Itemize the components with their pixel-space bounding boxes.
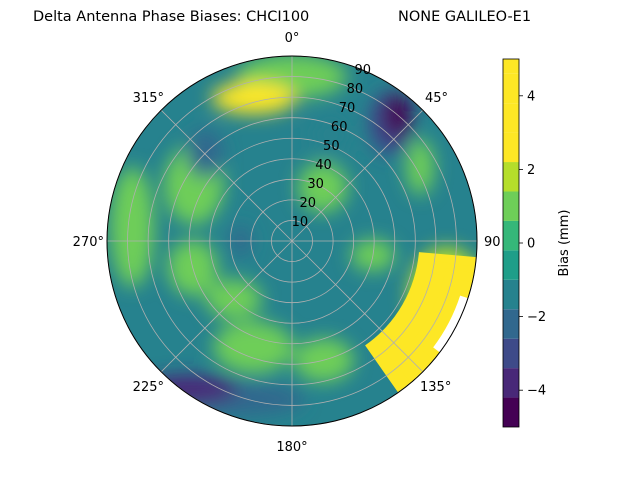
grid-spoke xyxy=(160,109,293,242)
contour-blob xyxy=(406,139,435,195)
colorbar-segment xyxy=(503,73,519,104)
contour-blob xyxy=(211,82,296,115)
polar-tick-labels: 0° 45° 90 135° 180° 225° 270° 315° 10 20 30 40 50 60 7… xyxy=(73,31,501,455)
colorbar-segment xyxy=(503,279,519,310)
colorbar-segment xyxy=(503,338,519,369)
contour-blob xyxy=(310,114,351,155)
r-tick-label: 50 xyxy=(323,139,340,154)
r-tick-label: 90 xyxy=(355,63,372,78)
contour-blob xyxy=(213,321,294,374)
theta-tick-label: 180° xyxy=(276,440,307,455)
colorbar-segment xyxy=(503,220,519,251)
theta-tick-label: 45° xyxy=(425,91,448,106)
chart-title-left: Delta Antenna Phase Biases: CHCI100 xyxy=(33,9,310,25)
grid-spoke xyxy=(291,109,424,242)
colorbar-segment xyxy=(503,191,519,221)
r-tick-label: 40 xyxy=(315,158,332,173)
polar-frame xyxy=(106,55,478,427)
theta-tick-label: 90 xyxy=(484,235,501,250)
colorbar-segment xyxy=(503,162,519,192)
r-tick-label: 60 xyxy=(331,120,348,135)
colorbar-segment xyxy=(503,309,519,339)
contour-blob xyxy=(110,167,155,288)
colorbar-label: Bias (mm) xyxy=(557,210,572,277)
colorbar-tick-label: 0 xyxy=(527,237,535,252)
r-tick-label: 20 xyxy=(299,196,316,211)
colorbar-segment xyxy=(503,103,519,133)
colorbar-tick-label: −4 xyxy=(527,384,546,399)
r-tick-label: 70 xyxy=(339,101,356,116)
colorbar-segment xyxy=(503,368,519,398)
colorbar-tick-label: −2 xyxy=(527,310,546,325)
colorbar-segment xyxy=(503,59,519,74)
colorbar-tick-label: 2 xyxy=(527,163,535,178)
grid-spoke xyxy=(160,240,293,373)
theta-tick-label: 0° xyxy=(285,31,300,46)
theta-tick-label: 270° xyxy=(73,235,104,250)
polar-grid xyxy=(106,55,478,427)
r-tick-label: 30 xyxy=(307,177,324,192)
colorbar-segment xyxy=(503,397,519,427)
no-data-region xyxy=(433,295,468,353)
theta-tick-label: 135° xyxy=(420,380,451,395)
r-tick-label: 10 xyxy=(292,215,309,230)
colorbar-segment xyxy=(503,250,519,280)
colorbar-segment xyxy=(503,132,519,163)
theta-tick-label: 315° xyxy=(133,91,164,106)
colorbar: −4 −2 0 2 4 Bias (mm) xyxy=(502,58,572,428)
contour-fill xyxy=(107,56,477,426)
theta-tick-label: 225° xyxy=(133,380,164,395)
r-tick-label: 80 xyxy=(347,82,364,97)
grid-spoke xyxy=(291,240,424,373)
colorbar-tick-label: 4 xyxy=(527,89,535,104)
polar-plot-area xyxy=(107,56,477,426)
chart-title-right: NONE GALILEO-E1 xyxy=(398,9,532,25)
